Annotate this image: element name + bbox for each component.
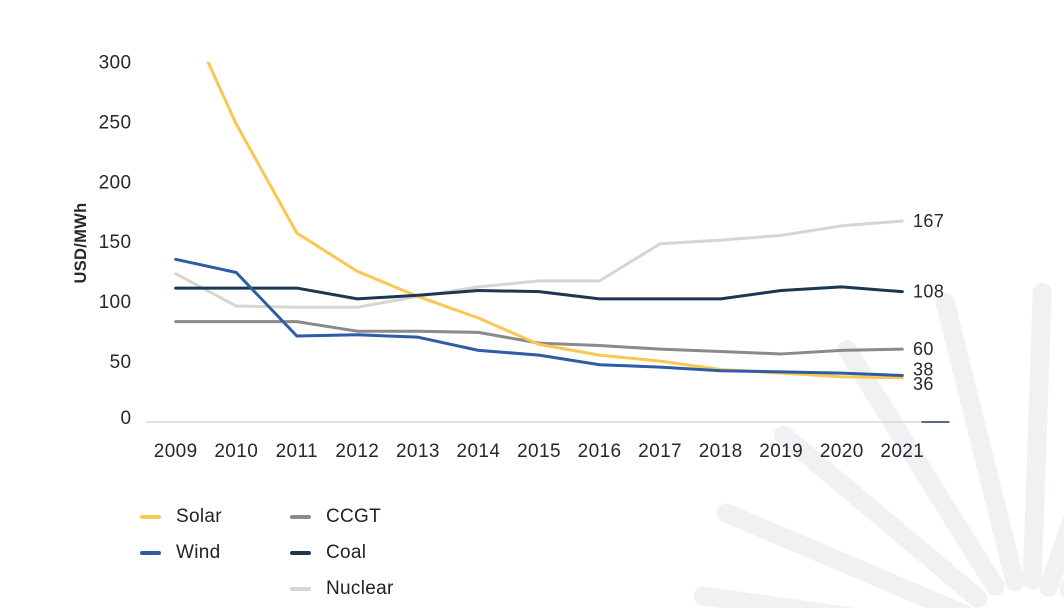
x-tick-label: 2019 — [759, 441, 803, 462]
legend-swatch-ccgt — [290, 515, 311, 519]
sunburst-ray — [837, 339, 1005, 596]
end-label-108: 108 — [913, 282, 944, 302]
x-tick-label: 2021 — [880, 441, 924, 462]
legend-label: Coal — [326, 542, 367, 563]
legend-swatch-coal — [290, 551, 311, 555]
legend-label: Solar — [176, 506, 222, 527]
y-axis-title: USD/MWh — [72, 203, 90, 284]
x-tick-label: 2009 — [154, 441, 198, 462]
line-wind — [174, 257, 904, 377]
legend-item-ccgt: CCGT — [290, 499, 394, 535]
legend-item-coal: Coal — [290, 535, 394, 571]
line-ccgt — [174, 320, 904, 356]
x-tick-label: 2013 — [396, 441, 440, 462]
end-label-38: 38 — [913, 359, 934, 379]
legend-column-1: Solar Wind — [140, 499, 222, 571]
sunburst-ray — [716, 503, 973, 608]
x-tick-label: 2018 — [699, 441, 743, 462]
sunburst-ray — [773, 425, 988, 608]
legend-label: CCGT — [326, 506, 382, 527]
y-tick-label: 300 — [99, 53, 132, 74]
legend-swatch-solar — [140, 515, 161, 519]
end-label-60: 60 — [913, 339, 934, 359]
y-tick-label: 150 — [99, 232, 132, 253]
x-tick-label: 2020 — [820, 441, 864, 462]
x-tick-label: 2012 — [335, 441, 379, 462]
sunburst-ray — [693, 586, 857, 608]
x-tick-label: 2014 — [457, 441, 501, 462]
end-label-36: 36 — [913, 374, 934, 394]
sunburst-ray — [1022, 282, 1052, 590]
legend-item-wind: Wind — [140, 535, 222, 571]
legend-label: Wind — [176, 542, 221, 563]
y-tick-label: 100 — [99, 292, 132, 313]
x-tick-label: 2015 — [517, 441, 561, 462]
y-tick-label: 0 — [121, 408, 132, 429]
axes: 2009 2010 2011 2012 2013 2014 2015 2016 2017 2018… — [99, 53, 950, 462]
y-tick-label: 250 — [99, 112, 132, 133]
x-tick-label: 2017 — [638, 441, 682, 462]
sunburst-ray — [935, 292, 1025, 592]
x-tick-label: 2010 — [214, 441, 258, 462]
y-tick-label: 50 — [110, 352, 132, 373]
x-tick-label: 2011 — [276, 441, 318, 462]
legend-item-nuclear: Nuclear — [290, 571, 394, 607]
y-tick-label: 200 — [99, 172, 132, 193]
line-coal — [174, 285, 904, 301]
legend-column-2: CCGT Coal Nuclear — [290, 499, 394, 607]
legend-swatch-nuclear — [290, 587, 311, 591]
end-label-167: 167 — [913, 211, 944, 231]
sunburst-ray — [1039, 514, 1064, 597]
line-nuclear — [174, 219, 904, 309]
x-tick-label: 2016 — [578, 441, 622, 462]
legend-label: Nuclear — [326, 578, 394, 599]
data-series — [174, 61, 904, 380]
legend-swatch-wind — [140, 551, 161, 555]
legend-item-solar: Solar — [140, 499, 222, 535]
